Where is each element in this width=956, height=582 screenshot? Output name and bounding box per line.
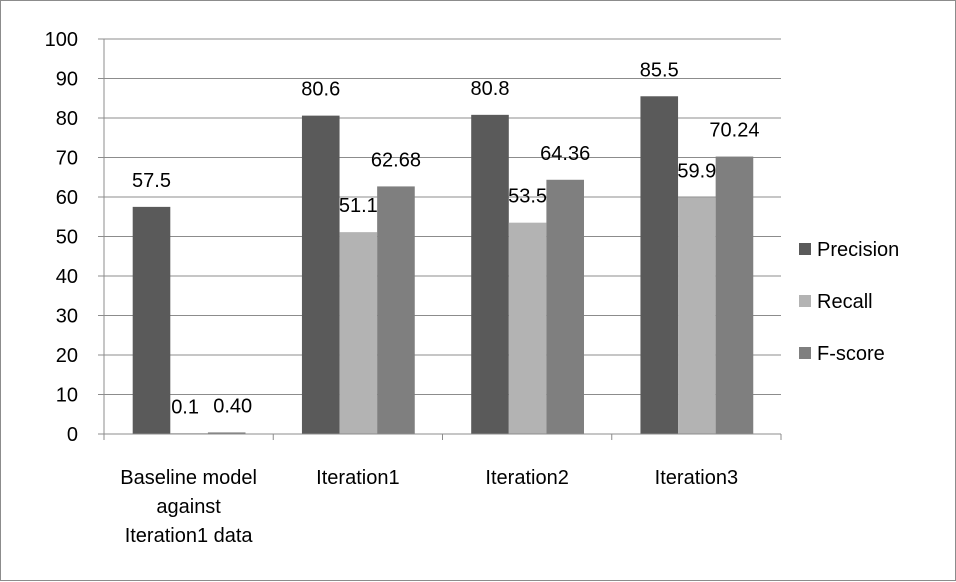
y-tick-label: 80 xyxy=(56,108,78,130)
bar-recall xyxy=(508,222,547,434)
legend-label: Precision xyxy=(817,239,899,261)
legend-swatch xyxy=(799,347,811,359)
data-label: 64.36 xyxy=(540,143,590,165)
data-label: 70.24 xyxy=(709,120,759,142)
bar-precision xyxy=(301,115,340,434)
category-label: Iteration1 xyxy=(316,467,399,489)
bar-precision xyxy=(471,114,509,434)
bar-fscore xyxy=(715,156,754,434)
y-tick-label: 30 xyxy=(56,306,78,328)
y-tick-label: 20 xyxy=(56,345,78,367)
bar-recall xyxy=(339,232,378,434)
bar-fscore xyxy=(377,186,415,434)
data-label: 85.5 xyxy=(640,59,679,81)
bars xyxy=(132,96,754,435)
data-label: 0.40 xyxy=(213,395,252,417)
y-tick-label: 90 xyxy=(56,69,78,91)
data-label: 57.5 xyxy=(132,170,171,192)
legend-swatch xyxy=(799,243,811,255)
category-label: Iteration2 xyxy=(485,467,568,489)
axes xyxy=(98,38,782,440)
legend-label: F-score xyxy=(817,343,885,365)
y-tick-label: 10 xyxy=(56,385,78,407)
bar-fscore xyxy=(546,179,584,434)
bar-precision xyxy=(132,206,171,434)
legend-label: Recall xyxy=(817,291,873,313)
bar-precision xyxy=(640,96,679,435)
y-tick-label: 70 xyxy=(56,148,78,170)
category-label: against xyxy=(156,496,221,518)
y-tick-label: 60 xyxy=(56,187,78,209)
legend: Precision Recall F-score xyxy=(799,239,899,365)
y-tick-label: 40 xyxy=(56,266,78,288)
legend-swatch xyxy=(799,295,811,307)
y-tick-label: 100 xyxy=(45,29,78,51)
y-axis-ticks: 0 10 20 30 40 50 60 70 80 90 100 xyxy=(45,29,78,446)
data-label: 80.8 xyxy=(471,78,510,100)
category-label: Iteration3 xyxy=(655,467,738,489)
x-axis-categories: Baseline model against Iteration1 data Iter… xyxy=(120,467,738,547)
gridlines xyxy=(104,38,781,395)
data-label: 53.5 xyxy=(508,186,547,208)
data-label: 51.1 xyxy=(339,195,378,217)
y-tick-label: 0 xyxy=(67,424,78,446)
data-label: 80.6 xyxy=(301,79,340,101)
data-label: 62.68 xyxy=(371,149,421,171)
category-label: Iteration1 data xyxy=(125,525,254,547)
data-label: 59.9 xyxy=(677,160,716,182)
category-label: Baseline model xyxy=(120,467,257,489)
data-labels: 57.5 0.1 0.40 80.6 51.1 62.68 80.8 53.5 64.36 85.… xyxy=(132,59,759,418)
bar-recall xyxy=(678,197,716,434)
data-label: 0.1 xyxy=(171,397,199,419)
bar-fscore xyxy=(207,432,246,434)
y-tick-label: 50 xyxy=(56,227,78,249)
